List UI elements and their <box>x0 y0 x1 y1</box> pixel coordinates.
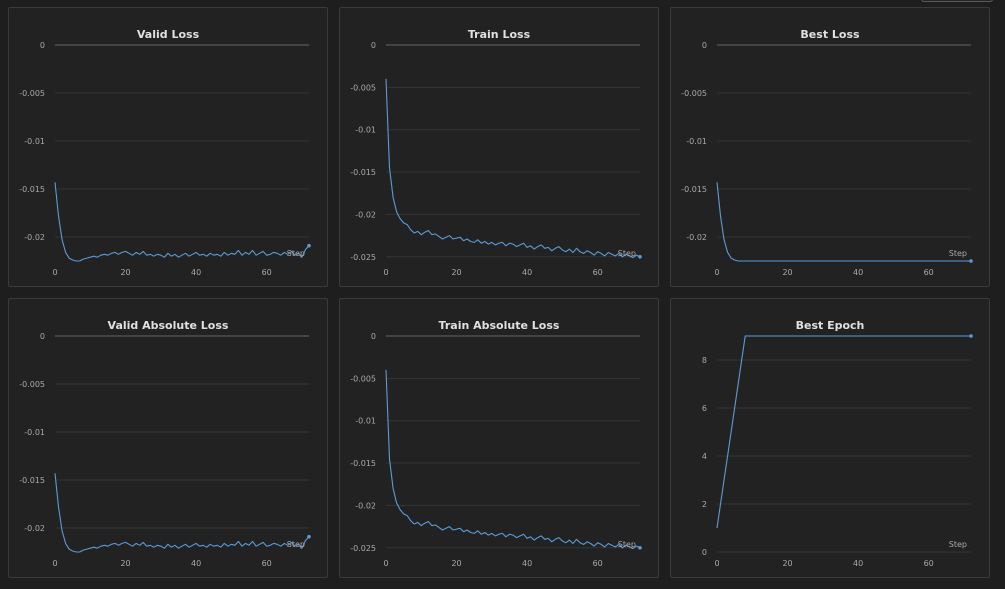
series-line <box>54 182 310 262</box>
series-end-point <box>638 545 642 550</box>
y-tick-label: -0.02 <box>24 233 45 242</box>
y-tick-label: -0.02 <box>686 233 707 242</box>
y-tick-label: 0 <box>40 332 45 341</box>
y-tick-label: -0.01 <box>355 126 376 135</box>
x-tick-label: 40 <box>522 268 532 277</box>
x-tick-label: 40 <box>191 268 201 277</box>
chart-best-loss: Best Loss 0 -0.005 -0.01 -0.015 -0.02 0 20 40 60 S… <box>681 28 973 277</box>
x-axis-label: Step <box>949 540 967 549</box>
series-end-point <box>638 254 642 259</box>
x-tick-label: 0 <box>714 559 719 568</box>
y-tick-label: -0.025 <box>350 544 376 553</box>
chart-title: Best Loss <box>800 28 860 41</box>
chart-valid-loss: Valid Loss 0 -0.005 -0.01 -0.015 -0.02 0 20 40 60… <box>19 28 311 277</box>
x-tick-label: 20 <box>451 268 461 277</box>
x-tick-label: 60 <box>593 268 603 277</box>
chart-title: Best Epoch <box>796 319 865 332</box>
y-tick-label: -0.01 <box>686 137 707 146</box>
y-tick-label: -0.02 <box>24 524 45 533</box>
chart-panel-valid-absolute-loss[interactable]: Valid Absolute Loss 0 -0.005 -0.01 -0.015 -0.… <box>8 298 328 578</box>
y-tick-label: -0.015 <box>19 476 45 485</box>
y-tick-label: -0.005 <box>19 380 45 389</box>
chart-panel-best-epoch[interactable]: Best Epoch 0 2 4 6 8 0 20 40 60 Step <box>670 298 990 578</box>
chart-title: Train Absolute Loss <box>439 319 560 332</box>
x-tick-label: 0 <box>714 268 719 277</box>
x-tick-label: 0 <box>52 268 57 277</box>
series-end-point <box>307 243 311 248</box>
y-tick-label: -0.015 <box>681 185 707 194</box>
x-tick-label: 0 <box>52 559 57 568</box>
toolbar-button[interactable] <box>921 0 993 2</box>
y-tick-label: -0.005 <box>19 89 45 98</box>
y-tick-label: -0.01 <box>24 428 45 437</box>
y-tick-label: -0.005 <box>681 89 707 98</box>
series-line <box>716 335 971 529</box>
x-tick-label: 20 <box>120 268 130 277</box>
x-tick-label: 60 <box>262 559 272 568</box>
chart-panel-best-loss[interactable]: Best Loss 0 -0.005 -0.01 -0.015 -0.02 0 20 40 60 S… <box>670 7 990 287</box>
y-tick-label: -0.01 <box>355 417 376 426</box>
y-tick-label: -0.005 <box>350 374 376 383</box>
y-tick-label: -0.015 <box>350 459 376 468</box>
series-end-point <box>969 259 973 263</box>
y-tick-label: 0 <box>371 41 376 50</box>
x-tick-label: 40 <box>853 268 863 277</box>
x-tick-label: 20 <box>782 268 792 277</box>
y-tick-label: -0.02 <box>355 210 376 219</box>
y-tick-label: -0.02 <box>355 501 376 510</box>
y-tick-label: -0.01 <box>24 137 45 146</box>
chart-best-epoch: Best Epoch 0 2 4 6 8 0 20 40 60 Step <box>702 319 973 568</box>
x-tick-label: 0 <box>383 559 388 568</box>
chart-train-loss: Train Loss 0 -0.005 -0.01 -0.015 -0.02 -0.025 0… <box>350 28 642 277</box>
series-end-point <box>969 334 973 338</box>
y-tick-label: 0 <box>702 41 707 50</box>
x-tick-label: 40 <box>522 559 532 568</box>
x-tick-label: 60 <box>924 268 934 277</box>
series-line <box>54 473 310 553</box>
x-tick-label: 20 <box>782 559 792 568</box>
y-tick-label: 0 <box>371 332 376 341</box>
y-tick-label: 0 <box>702 548 707 557</box>
y-tick-label: -0.005 <box>350 83 376 92</box>
x-tick-label: 20 <box>120 559 130 568</box>
y-tick-label: -0.025 <box>350 253 376 262</box>
series-line <box>716 182 971 262</box>
x-axis-label: Step <box>618 540 636 549</box>
y-tick-label: 2 <box>702 500 707 509</box>
chart-title: Valid Absolute Loss <box>108 319 229 332</box>
chart-title: Valid Loss <box>137 28 200 41</box>
y-tick-label: 4 <box>702 452 707 461</box>
y-tick-label: -0.015 <box>350 168 376 177</box>
chart-panel-train-loss[interactable]: Train Loss 0 -0.005 -0.01 -0.015 -0.02 -0.025 0… <box>339 7 659 287</box>
x-tick-label: 60 <box>593 559 603 568</box>
x-axis-label: Step <box>287 540 305 549</box>
y-tick-label: 0 <box>40 41 45 50</box>
x-tick-label: 60 <box>262 268 272 277</box>
y-tick-label: 8 <box>702 356 707 365</box>
x-tick-label: 0 <box>383 268 388 277</box>
y-tick-label: 6 <box>702 404 707 413</box>
x-tick-label: 20 <box>451 559 461 568</box>
x-tick-label: 40 <box>191 559 201 568</box>
x-axis-label: Step <box>949 249 967 258</box>
chart-train-absolute-loss: Train Absolute Loss 0 -0.005 -0.01 -0.015 -0.… <box>350 319 642 568</box>
series-line <box>385 78 641 259</box>
x-axis-label: Step <box>287 249 305 258</box>
chart-panel-valid-loss[interactable]: Valid Loss 0 -0.005 -0.01 -0.015 -0.02 0 20 40 60… <box>8 7 328 287</box>
x-axis-label: Step <box>618 249 636 258</box>
chart-valid-absolute-loss: Valid Absolute Loss 0 -0.005 -0.01 -0.015 -0.… <box>19 319 311 568</box>
x-tick-label: 40 <box>853 559 863 568</box>
series-end-point <box>307 534 311 539</box>
chart-panel-train-absolute-loss[interactable]: Train Absolute Loss 0 -0.005 -0.01 -0.015 -0.… <box>339 298 659 578</box>
series-line <box>385 369 641 550</box>
chart-title: Train Loss <box>468 28 531 41</box>
x-tick-label: 60 <box>924 559 934 568</box>
y-tick-label: -0.015 <box>19 185 45 194</box>
